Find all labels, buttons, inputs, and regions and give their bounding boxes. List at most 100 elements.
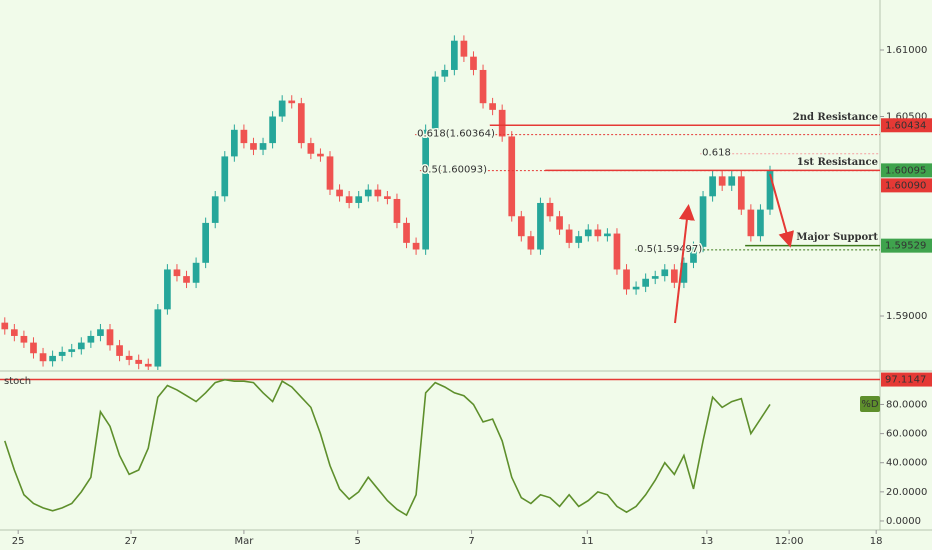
- candle-body: [259, 143, 267, 150]
- candle-body: [288, 100, 296, 104]
- y-tick-label: 80.0000: [886, 399, 927, 410]
- stoch-pane: [0, 378, 880, 517]
- price-tag: [881, 163, 932, 178]
- candle-body: [336, 189, 343, 197]
- candle-body: [154, 309, 162, 367]
- candle-body: [479, 69, 487, 104]
- price-pane: 2nd Resistance 0.618(1.60364) 0.618 0.5(1.6…: [1, 35, 880, 370]
- candle-body: [374, 189, 382, 197]
- candle-body: [671, 269, 678, 283]
- candle-body: [508, 136, 516, 217]
- fib-label: 0.618: [702, 148, 731, 159]
- candle-body: [537, 202, 544, 250]
- level-tag: [881, 372, 932, 387]
- level-tag-label: 97.1147: [885, 375, 926, 386]
- candle-body: [307, 143, 315, 154]
- candle-body: [135, 359, 143, 364]
- candle-body: [20, 335, 28, 343]
- candle-body: [403, 222, 410, 243]
- candle-body: [68, 349, 76, 352]
- up-arrow: [674, 204, 695, 324]
- candle-body: [192, 262, 200, 283]
- candle-body: [441, 69, 449, 77]
- price-tag-label: 1.59529: [885, 241, 926, 252]
- candle-body: [546, 202, 554, 217]
- candle-body: [632, 286, 640, 290]
- candle-body: [642, 278, 649, 287]
- fib-label: 0.5(1.59497): [637, 244, 702, 255]
- candle-body: [384, 196, 391, 199]
- candle-body: [345, 196, 353, 203]
- down-arrow: [769, 173, 795, 248]
- candle-body: [575, 236, 583, 243]
- candle-body: [77, 342, 85, 350]
- candle-body: [317, 153, 324, 157]
- price-tag-label: 1.60095: [885, 165, 926, 176]
- price-tag: [881, 118, 932, 133]
- x-tick-label: 27: [125, 536, 138, 547]
- x-tick-label: 13: [701, 536, 714, 547]
- candle-body: [30, 342, 37, 354]
- y-tick-label: 40.0000: [886, 458, 927, 469]
- candle-body: [183, 276, 190, 283]
- legend-badge: [860, 396, 880, 412]
- y-tick-label: 60.0000: [886, 429, 927, 440]
- candle-body: [297, 103, 305, 144]
- x-tick-label: 18: [870, 536, 883, 547]
- candle-body: [97, 329, 104, 336]
- candle-body: [125, 355, 133, 360]
- candle-body: [470, 56, 477, 70]
- candle-body: [718, 176, 726, 186]
- candle-body: [747, 209, 755, 237]
- candle-body: [728, 176, 736, 186]
- candle-body: [623, 269, 630, 290]
- level-label: 1st Resistance: [797, 157, 878, 168]
- price-tag-label: 1.60434: [885, 120, 926, 131]
- stoch-line: [4, 378, 771, 517]
- candle-body: [431, 76, 439, 130]
- candle-body: [690, 246, 697, 263]
- candle-body: [460, 40, 468, 57]
- y-tick-label: 1.59000: [886, 311, 927, 322]
- candle-body: [364, 189, 372, 197]
- candle-body: [278, 100, 286, 117]
- y-tick-label: 0.0000: [886, 516, 921, 527]
- candle-body: [565, 229, 573, 243]
- x-tick-label: 5: [355, 536, 361, 547]
- price-tag: [881, 238, 932, 253]
- candle-body: [11, 329, 18, 336]
- price-tag-label: 1.60090: [885, 180, 926, 191]
- candle-body: [766, 171, 774, 210]
- candle-body: [699, 196, 707, 247]
- candle-body: [39, 353, 47, 362]
- candle-body: [613, 233, 621, 270]
- candle-body: [87, 335, 95, 343]
- candle-body: [250, 143, 257, 150]
- y-tick-label: 20.0000: [886, 487, 927, 498]
- candle-body: [584, 229, 592, 237]
- candle-body: [1, 322, 9, 330]
- candle-body: [164, 269, 171, 310]
- candle-body: [680, 262, 688, 283]
- pane-title: stoch: [4, 376, 31, 387]
- x-tick-label: 7: [468, 536, 474, 547]
- legend-label: %D: [861, 399, 879, 410]
- candle-body: [202, 222, 209, 263]
- candle-body: [393, 198, 401, 223]
- candle-body: [661, 269, 669, 277]
- y-tick-label: 1.61000: [886, 45, 927, 56]
- candle-body: [451, 40, 458, 70]
- candle-body: [412, 242, 420, 250]
- axes: 25 27 Mar 5 7 11 13 12:00 18 1.61000 1.60500 1.5900…: [4, 45, 932, 547]
- candle-body: [355, 196, 363, 203]
- fib-label: 0.618(1.60364): [417, 129, 495, 140]
- candle-body: [737, 176, 745, 210]
- price-tag: [881, 178, 932, 193]
- x-tick-label: 25: [12, 536, 25, 547]
- level-label: Major Support: [796, 232, 878, 243]
- candle-body: [757, 209, 764, 237]
- candle-body: [211, 196, 219, 223]
